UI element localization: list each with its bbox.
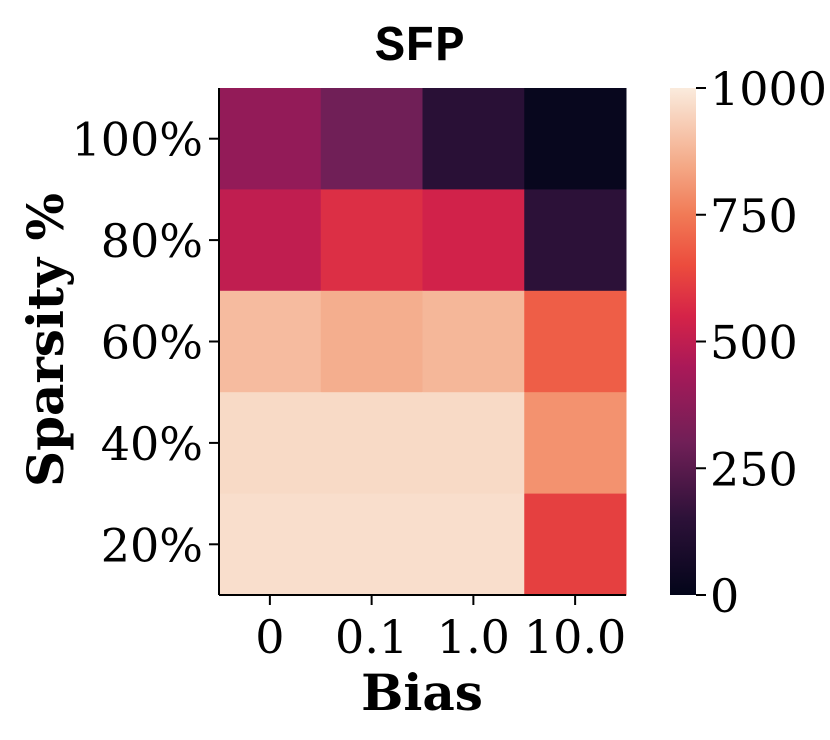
heatmap-cell bbox=[524, 493, 627, 596]
colorbar-tick-label: 0 bbox=[710, 569, 739, 623]
heatmap-cell bbox=[422, 88, 525, 190]
heatmap-cell bbox=[422, 189, 525, 292]
heatmap-cell bbox=[524, 290, 627, 393]
colorbar-tick-label: 1000 bbox=[710, 62, 827, 116]
x-tick-label: 10.0 bbox=[524, 610, 626, 664]
heatmap-cell bbox=[320, 290, 423, 393]
y-tick-label: 40% bbox=[101, 417, 203, 471]
colorbar-tick-label: 750 bbox=[710, 189, 798, 243]
heatmap-cell bbox=[219, 493, 322, 596]
heatmap-cell bbox=[524, 88, 627, 190]
heatmap-cell bbox=[422, 392, 525, 495]
heatmap-cell bbox=[219, 290, 322, 393]
heatmap-cell bbox=[320, 88, 423, 190]
x-tick-label: 0.1 bbox=[335, 610, 408, 664]
heatmap-cell bbox=[320, 189, 423, 292]
heatmap-cell bbox=[422, 290, 525, 393]
y-tick-label: 60% bbox=[101, 316, 203, 370]
y-axis-label: Sparsity % bbox=[16, 193, 75, 487]
x-axis-label: Bias bbox=[361, 663, 483, 722]
x-tick-label: 0 bbox=[255, 610, 284, 664]
heatmap-cell bbox=[219, 189, 322, 292]
axis-ticks: 100% 80% 60% 40% 20% 0 0.1 1.0 10.0 bbox=[71, 113, 626, 664]
heatmap-cell bbox=[524, 392, 627, 495]
colorbar-ticks: 0 250 500 750 1000 bbox=[696, 62, 827, 623]
heatmap-cell bbox=[219, 392, 322, 495]
y-tick-label: 20% bbox=[101, 518, 203, 572]
heatmap-cell bbox=[320, 392, 423, 495]
heatmap-cells bbox=[219, 88, 627, 596]
colorbar-tick-label: 500 bbox=[710, 316, 798, 370]
heatmap-cell bbox=[524, 189, 627, 292]
y-tick-label: 80% bbox=[101, 214, 203, 268]
chart-title: SFP bbox=[375, 19, 465, 76]
heatmap-cell bbox=[219, 88, 322, 190]
heatmap-cell bbox=[422, 493, 525, 596]
x-tick-label: 1.0 bbox=[437, 610, 510, 664]
colorbar-tick-label: 250 bbox=[710, 442, 798, 496]
heatmap-cell bbox=[320, 493, 423, 596]
y-tick-label: 100% bbox=[71, 113, 203, 167]
colorbar bbox=[670, 88, 696, 595]
